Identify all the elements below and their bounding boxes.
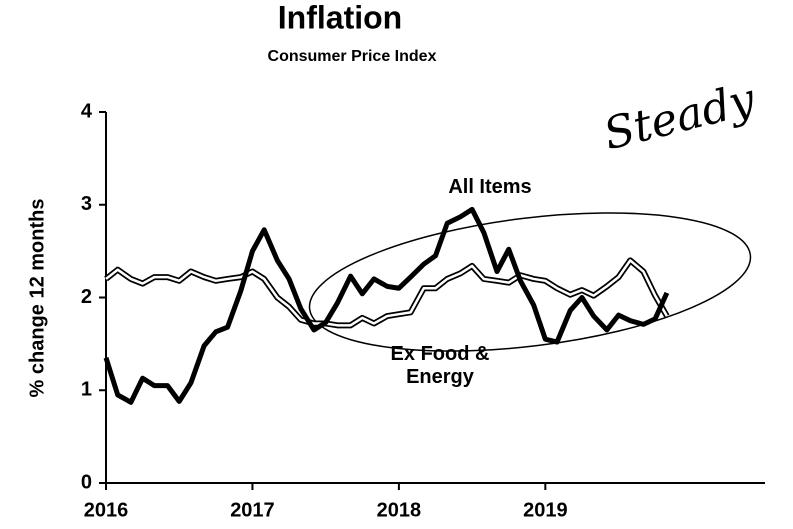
- x-tick-label: 2016: [84, 499, 129, 521]
- series-label: All Items: [448, 176, 532, 198]
- y-tick-label: 0: [81, 471, 92, 493]
- series-line: [103, 206, 670, 405]
- x-tick-label: 2018: [377, 499, 422, 521]
- series-label: Ex Food & Energy: [390, 343, 490, 388]
- y-tick-label: 1: [81, 379, 92, 401]
- y-tick-label: 2: [81, 286, 92, 308]
- handwritten-note: Steady: [599, 74, 761, 161]
- x-tick-label: 2017: [230, 499, 275, 521]
- x-tick-label: 2019: [523, 499, 568, 521]
- chart-subtitle: Consumer Price Index: [268, 48, 437, 65]
- series-line-inner: [105, 259, 668, 327]
- highlight-ellipse: [308, 212, 752, 352]
- y-tick-label: 4: [81, 100, 93, 122]
- y-tick-label: 3: [81, 193, 92, 215]
- chart-title: Inflation: [278, 0, 402, 35]
- y-axis-label: % change 12 months: [26, 199, 48, 398]
